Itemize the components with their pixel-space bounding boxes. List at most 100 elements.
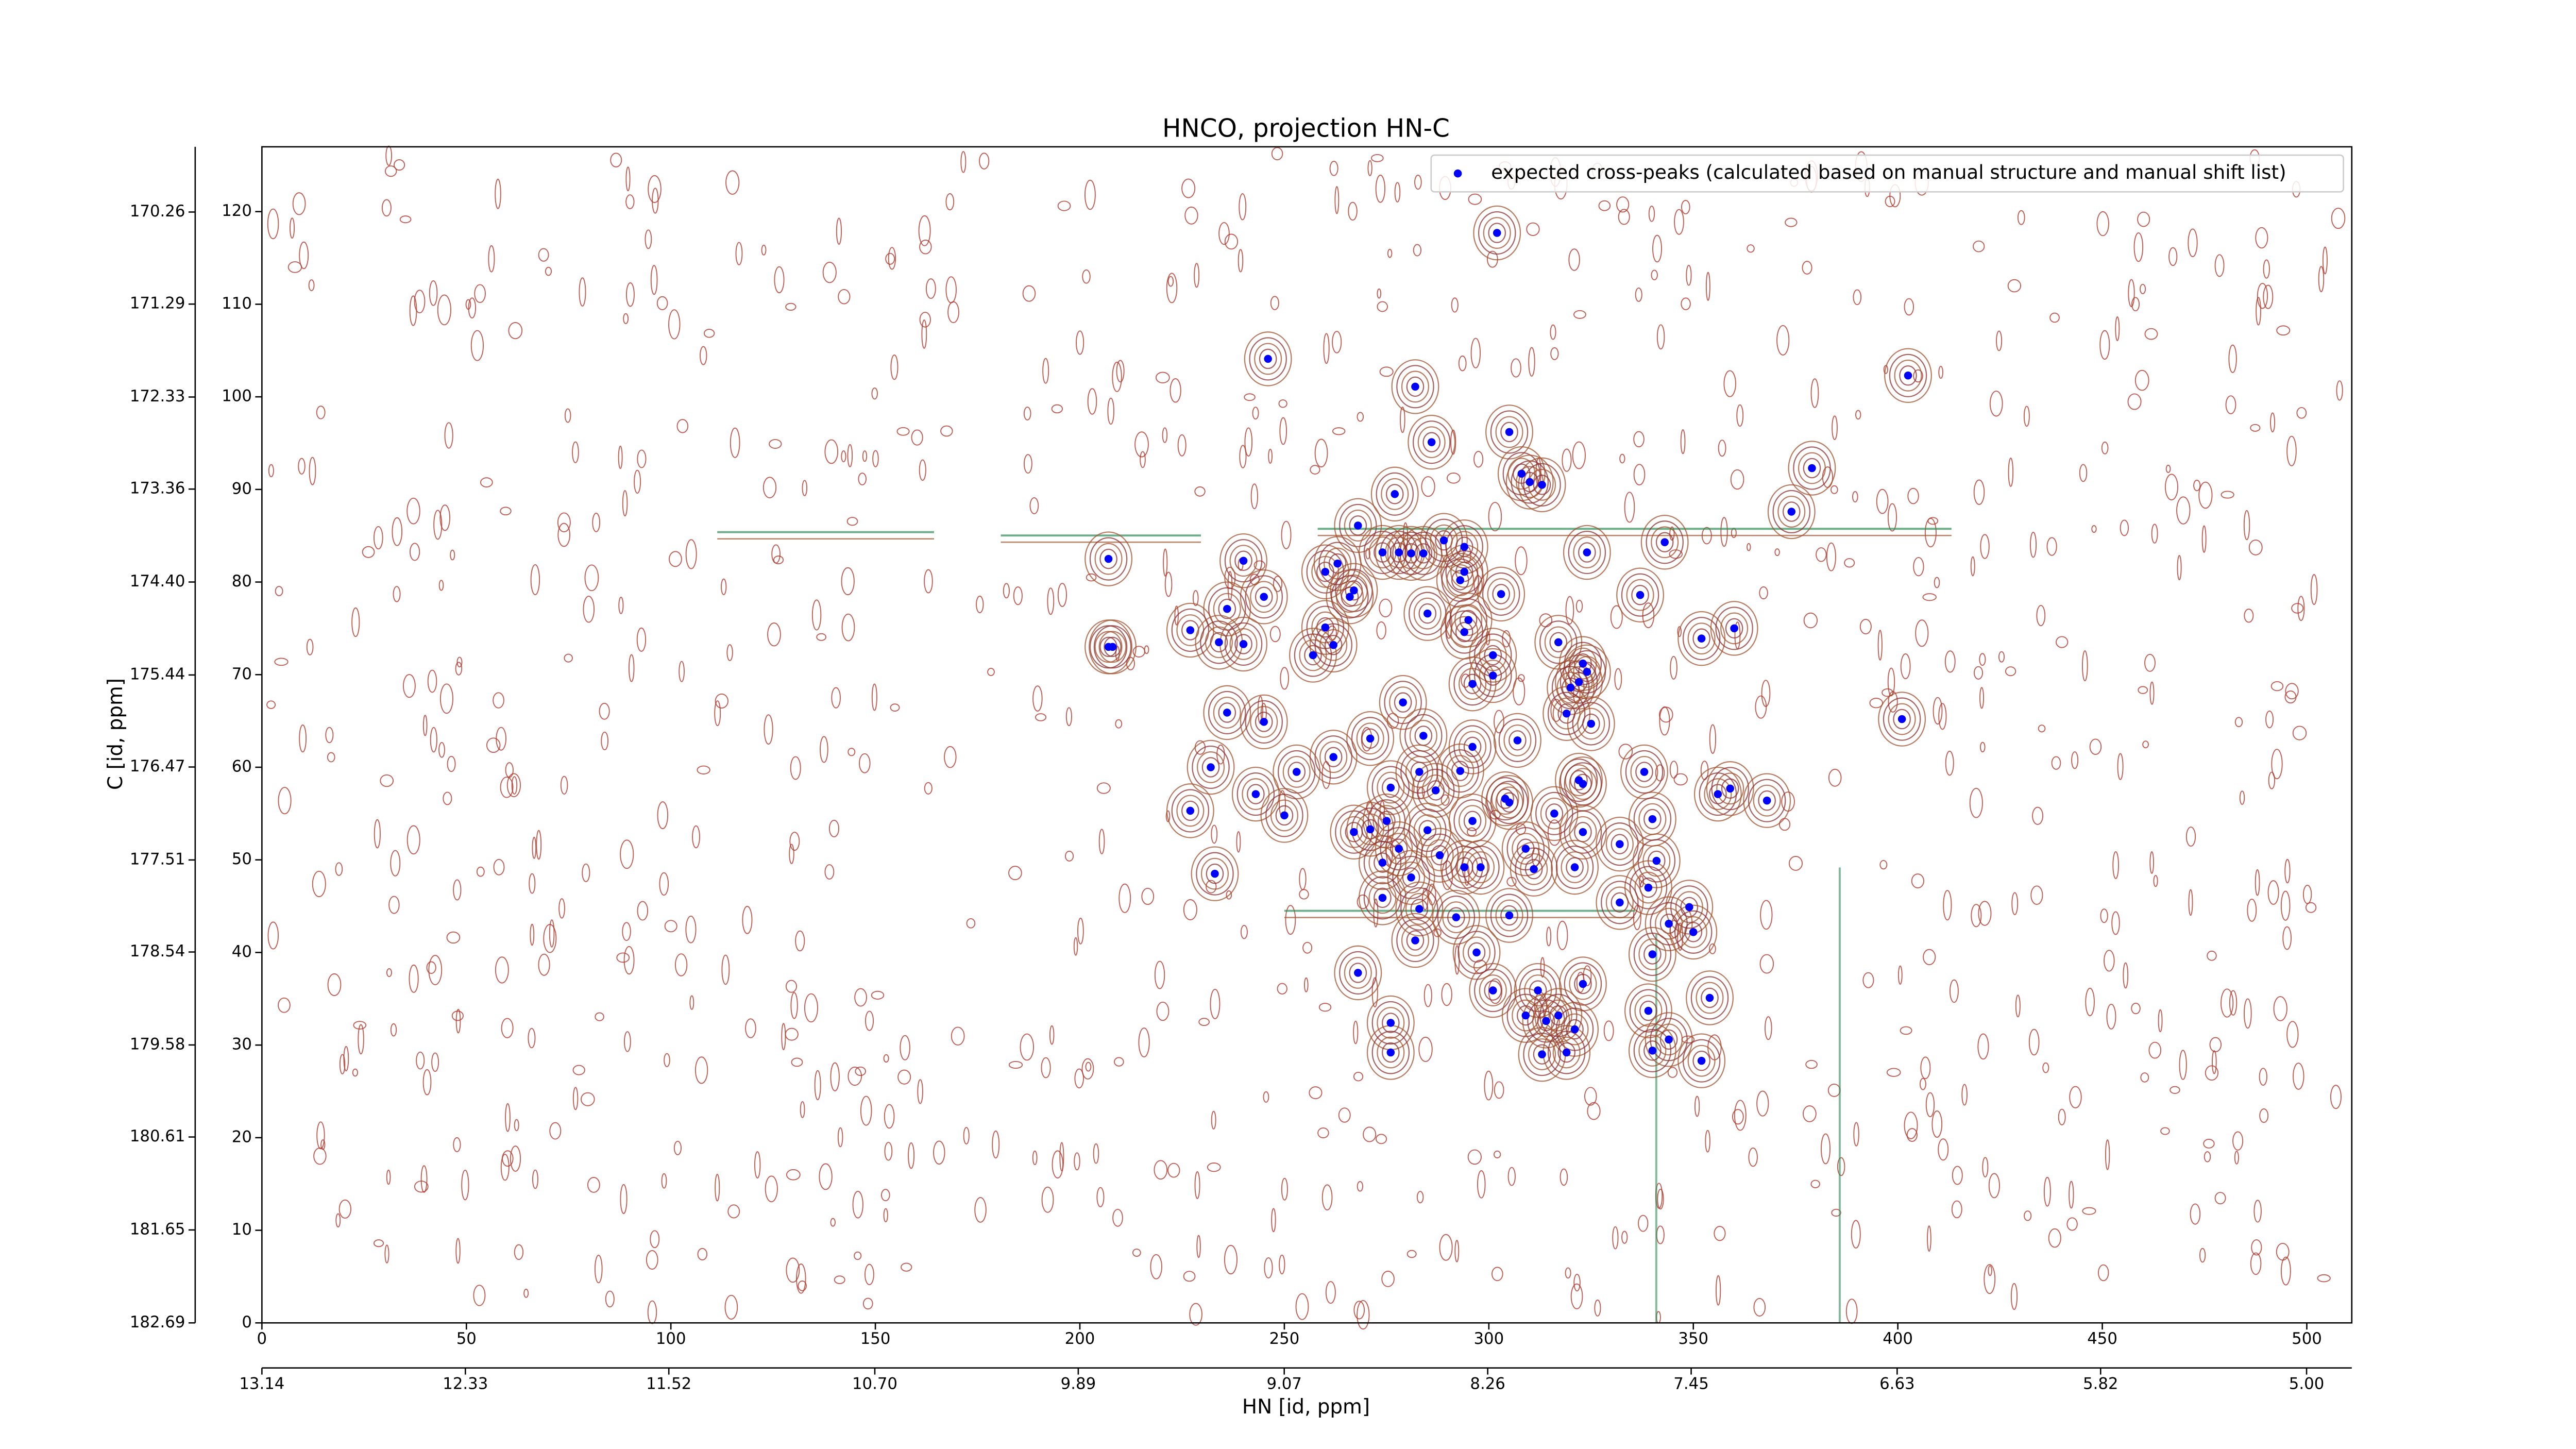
noise-contour — [1309, 1086, 1323, 1100]
noise-contour — [1087, 388, 1097, 415]
peak-contour — [1485, 888, 1533, 943]
noise-contour — [1268, 448, 1273, 464]
noise-contour — [1755, 695, 1767, 719]
cross-peak — [1251, 790, 1260, 798]
peak-contour — [1639, 1000, 1657, 1021]
peak-contour — [1381, 478, 1409, 510]
noise-contour — [1270, 296, 1279, 310]
noise-contour — [727, 1204, 740, 1219]
noise-contour — [1920, 1056, 1931, 1080]
peak-contour — [1793, 446, 1831, 490]
peak-contour — [1894, 359, 1922, 392]
legend-box — [1430, 154, 2344, 193]
cross-peak — [1419, 549, 1428, 558]
peak-contour — [1200, 620, 1238, 664]
noise-contour — [1084, 179, 1096, 210]
cross-peak — [1378, 858, 1387, 867]
noise-contour — [1952, 1166, 1963, 1185]
noise-contour — [2149, 851, 2155, 874]
peak-contour — [1498, 718, 1537, 762]
noise-contour — [1938, 703, 1947, 730]
noise-contour — [414, 1181, 429, 1193]
noise-contour — [557, 523, 571, 547]
noise-contour — [461, 1169, 469, 1201]
noise-contour — [536, 830, 542, 860]
noise-contour — [414, 290, 426, 314]
peak-contour — [1458, 931, 1496, 974]
noise-contour — [549, 1122, 562, 1140]
noise-contour — [1610, 605, 1623, 629]
peak-contour — [1381, 1013, 1400, 1033]
cross-peak — [1211, 869, 1219, 878]
peak-contour — [1391, 359, 1439, 414]
peak-contour — [1328, 553, 1347, 574]
peak-contour — [1495, 899, 1523, 932]
noise-contour — [1141, 887, 1155, 905]
y-tick-label: 50 — [232, 850, 252, 868]
noise-contour — [730, 427, 740, 458]
peak-contour — [1254, 343, 1282, 375]
noise-contour — [2082, 1207, 2096, 1215]
noise-contour — [2011, 892, 2019, 916]
x-tick-label: 200 — [1065, 1329, 1095, 1348]
noise-contour — [855, 1066, 867, 1076]
noise-contour — [1177, 434, 1187, 457]
noise-contour — [2029, 531, 2037, 558]
noise-contour — [742, 906, 753, 934]
noise-contour — [1785, 217, 1798, 227]
peak-contour — [1459, 731, 1487, 763]
peak-contour — [1349, 515, 1367, 536]
cross-peak — [1423, 609, 1432, 618]
noise-contour — [1164, 571, 1173, 597]
peak-contour — [1420, 833, 1459, 877]
noise-contour — [1077, 917, 1084, 945]
noise-contour — [523, 1288, 529, 1298]
cross-peak — [1215, 638, 1223, 647]
noise-contour — [1831, 485, 1838, 494]
peak-contour — [1366, 760, 1415, 815]
peak-contour — [1482, 572, 1520, 616]
noise-contour — [1376, 1134, 1387, 1144]
peak-contour — [1686, 970, 1734, 1025]
noise-contour — [2165, 464, 2171, 473]
peak-contour — [1758, 790, 1776, 811]
peak-contour — [1430, 524, 1458, 557]
noise-contour — [1041, 1186, 1054, 1213]
noise-contour — [1715, 1275, 1721, 1306]
peak-contour — [1486, 777, 1524, 821]
noise-contour — [1979, 653, 1986, 666]
noise-contour — [871, 990, 885, 1000]
peak-contour — [1399, 708, 1448, 764]
peak-contour — [1413, 814, 1442, 847]
noise-contour — [2282, 926, 2292, 950]
noise-contour — [1086, 573, 1097, 582]
noise-contour — [900, 1035, 910, 1060]
noise-contour — [2005, 666, 2016, 677]
noise-contour — [1927, 1225, 1931, 1252]
peak-contour — [1573, 655, 1601, 688]
noise-contour — [896, 427, 910, 436]
noise-contour — [409, 543, 420, 561]
y2-tick-label: 182.69 — [130, 1313, 185, 1332]
noise-contour — [2024, 1210, 2032, 1221]
cross-peak — [1644, 883, 1653, 892]
peak-contour — [1377, 1007, 1405, 1039]
noise-contour — [1853, 289, 1862, 306]
noise-contour — [438, 742, 445, 758]
noise-contour — [1332, 427, 1346, 435]
noise-contour — [427, 669, 437, 693]
noise-contour — [1614, 668, 1622, 690]
peak-contour — [1378, 811, 1396, 831]
peak-contour — [1462, 936, 1491, 969]
noise-contour — [444, 422, 453, 449]
peak-contour — [1275, 805, 1294, 826]
peak-contour — [1389, 838, 1408, 859]
noise-contour — [605, 1290, 615, 1308]
peak-contour — [1094, 543, 1123, 575]
noise-contour — [2023, 406, 2030, 427]
noise-contour — [890, 354, 899, 380]
peak-contour — [1493, 713, 1541, 768]
peak-contour — [1381, 1042, 1400, 1063]
noise-contour — [668, 309, 681, 340]
peak-contour — [1509, 730, 1527, 751]
